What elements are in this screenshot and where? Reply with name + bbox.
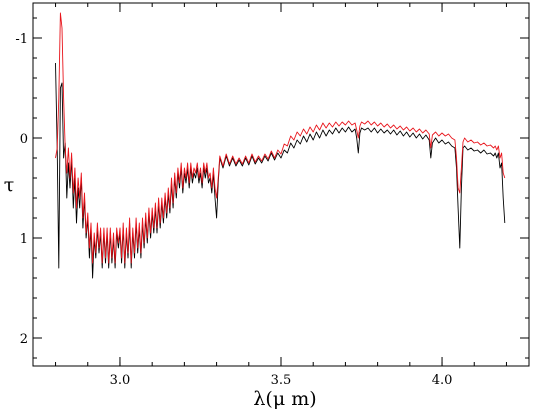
x-tick-label: 3.5 <box>271 373 292 388</box>
x-tick-label: 3.0 <box>110 373 131 388</box>
y-tick-label: 2 <box>20 332 28 347</box>
y-axis-title: τ <box>4 174 15 196</box>
y-tick-label: 0 <box>20 132 28 147</box>
axis-ticks <box>33 3 529 366</box>
plot-frame <box>32 2 530 367</box>
x-axis-title: λ(μ m) <box>253 388 316 410</box>
series-red-line <box>55 12 506 264</box>
tick-labels: 3.0 3.5 4.0 -1 0 1 2 <box>15 32 452 388</box>
y-tick-label: -1 <box>15 32 28 47</box>
series-black-line <box>55 62 506 279</box>
series-group <box>55 12 506 279</box>
x-tick-label: 4.0 <box>432 373 453 388</box>
y-tick-label: 1 <box>20 232 28 247</box>
